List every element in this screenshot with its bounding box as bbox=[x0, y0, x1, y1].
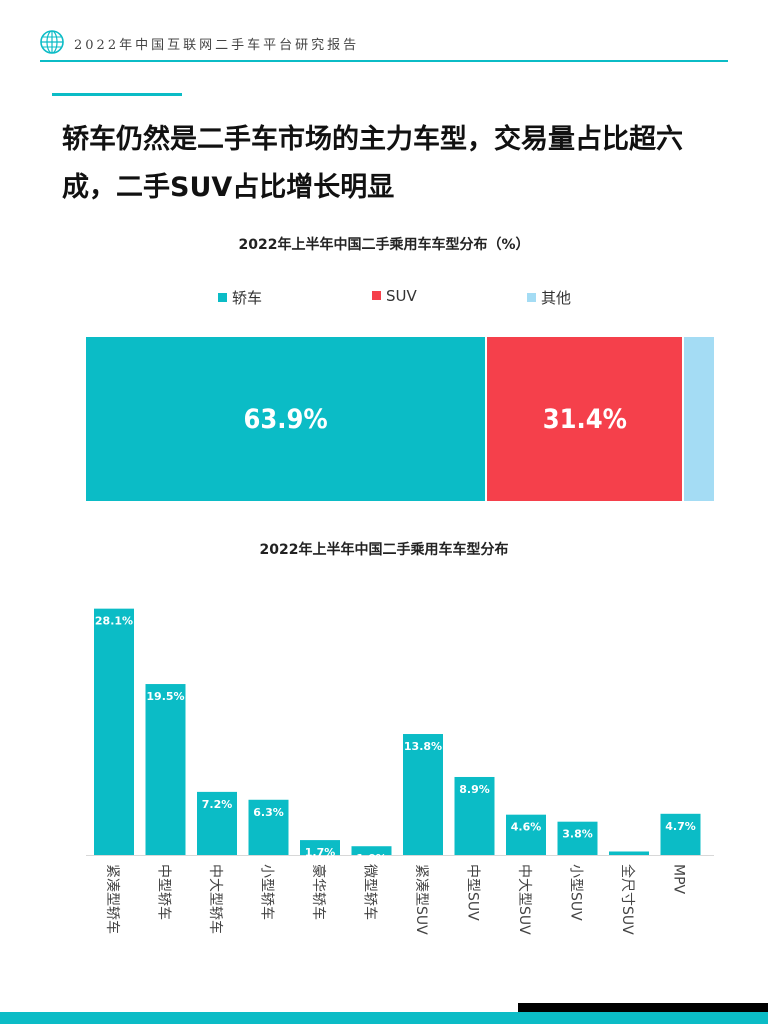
category-label-7: 中型SUV bbox=[465, 864, 481, 921]
bar-3 bbox=[248, 799, 289, 855]
legend-swatch-sedan bbox=[218, 293, 227, 302]
bar-5 bbox=[351, 846, 392, 855]
legend-swatch-other bbox=[527, 293, 536, 302]
chart1-title: 2022年上半年中国二手乘用车车型分布（%） bbox=[238, 237, 530, 253]
bar-4 bbox=[300, 840, 340, 855]
bar-value-label-11: 4.7% bbox=[665, 820, 696, 833]
stack-segment-other bbox=[684, 337, 714, 501]
accent-divider bbox=[52, 93, 182, 96]
bar-value-label-3: 6.3% bbox=[253, 806, 284, 819]
bar-11 bbox=[660, 813, 701, 855]
legend-label-other: 其他 bbox=[541, 289, 572, 307]
category-label-2: 中大型轿车 bbox=[207, 864, 224, 934]
stack-label-suv: 31.4% bbox=[542, 403, 628, 435]
vehicle-type-bar-chart: 28.1% 紧凑型轿车 19.5% 中型轿车 7.2% 中大型轿车 6.3% 小型轿车 1.7%… bbox=[86, 608, 714, 935]
legend-item-sedan: 轿车 bbox=[218, 287, 262, 307]
bar-8 bbox=[506, 814, 546, 855]
category-label-10: 全尺寸SUV bbox=[619, 864, 636, 935]
legend-label-suv: SUV bbox=[386, 287, 417, 305]
globe-logo-icon bbox=[40, 30, 64, 54]
bar-value-label-2: 7.2% bbox=[202, 798, 233, 811]
stack-segment-sedan: 63.9% bbox=[86, 337, 486, 501]
category-label-0: 紧凑型轿车 bbox=[104, 864, 121, 934]
stack-segment-suv: 31.4% bbox=[487, 337, 683, 501]
bar-value-label-7: 8.9% bbox=[459, 783, 490, 796]
page-headline: 轿车仍然是二手车市场的主力车型，交易量占比超六成，二手SUV占比增长明显 bbox=[62, 124, 683, 203]
category-label-5: 微型轿车 bbox=[362, 864, 379, 920]
bar-2 bbox=[197, 791, 237, 855]
report-title: 2022年中国互联网二手车平台研究报告 bbox=[74, 38, 360, 53]
category-label-4: 豪华轿车 bbox=[310, 864, 327, 920]
bar-value-label-9: 3.8% bbox=[562, 828, 593, 841]
stack-label-sedan: 63.9% bbox=[243, 403, 328, 435]
footer-black-strip bbox=[518, 1003, 768, 1012]
bar-7 bbox=[454, 776, 495, 855]
bar-value-label-4: 1.7% bbox=[305, 846, 336, 859]
bar-value-label-6: 13.8% bbox=[404, 740, 442, 753]
bar-9 bbox=[557, 821, 598, 855]
category-label-6: 紧凑型SUV bbox=[413, 864, 430, 935]
category-label-1: 中型轿车 bbox=[156, 864, 173, 920]
bar-10 bbox=[609, 851, 649, 855]
legend-item-suv: SUV bbox=[372, 287, 417, 307]
legend-item-other: 其他 bbox=[527, 287, 571, 307]
chart2-title: 2022年上半年中国二手乘用车车型分布 bbox=[259, 542, 509, 558]
legend-label-sedan: 轿车 bbox=[232, 289, 263, 307]
category-label-11: MPV bbox=[671, 864, 687, 895]
legend-swatch-suv bbox=[372, 291, 381, 300]
category-label-3: 小型轿车 bbox=[259, 864, 276, 920]
bar-value-label-0: 28.1% bbox=[95, 615, 133, 628]
footer-teal-strip bbox=[0, 1012, 768, 1024]
category-label-8: 中大型SUV bbox=[516, 864, 532, 935]
header-divider bbox=[40, 60, 728, 62]
category-label-9: 小型SUV bbox=[568, 864, 584, 921]
bar-value-label-8: 4.6% bbox=[511, 821, 542, 834]
bar-value-label-5: 1.0% bbox=[356, 852, 387, 865]
stacked-share-bar: 63.9% 31.4% bbox=[86, 337, 714, 501]
bar-1 bbox=[145, 684, 186, 855]
bar-6 bbox=[403, 734, 443, 855]
bar-0 bbox=[94, 608, 134, 855]
bar-value-label-1: 19.5% bbox=[146, 690, 184, 703]
